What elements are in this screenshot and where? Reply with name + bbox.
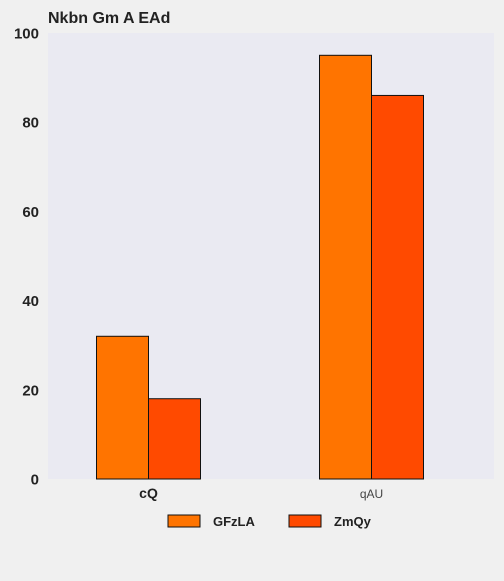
bar-GFzLA-cQ	[96, 335, 149, 480]
bar-ZmQy-cQ	[148, 398, 201, 480]
legend-label: GFzLA	[213, 514, 255, 529]
x-axis: cQ qAU	[139, 485, 383, 501]
y-axis: 0 20 40 60 80 100	[14, 26, 39, 489]
bars	[96, 54, 424, 480]
y-tick-label: 20	[22, 382, 39, 399]
y-tick-label: 80	[22, 115, 39, 132]
chart-title: Nkbn Gm A EAd	[48, 10, 170, 27]
legend-swatch	[167, 514, 201, 528]
legend[interactable]: GFzLA ZmQy	[167, 514, 372, 529]
x-tick-label: qAU	[360, 487, 383, 501]
x-tick-label: cQ	[139, 485, 158, 501]
legend-label: ZmQy	[334, 514, 372, 529]
bar-ZmQy-qAU	[371, 94, 424, 480]
legend-item-GFzLA[interactable]: GFzLA	[167, 514, 255, 529]
y-tick-label: 40	[22, 293, 39, 310]
y-tick-label: 60	[22, 204, 39, 221]
y-tick-label: 100	[14, 26, 39, 43]
legend-swatch	[288, 514, 322, 528]
bar-GFzLA-qAU	[319, 54, 372, 480]
y-tick-label: 0	[31, 472, 39, 489]
legend-item-ZmQy[interactable]: ZmQy	[288, 514, 372, 529]
